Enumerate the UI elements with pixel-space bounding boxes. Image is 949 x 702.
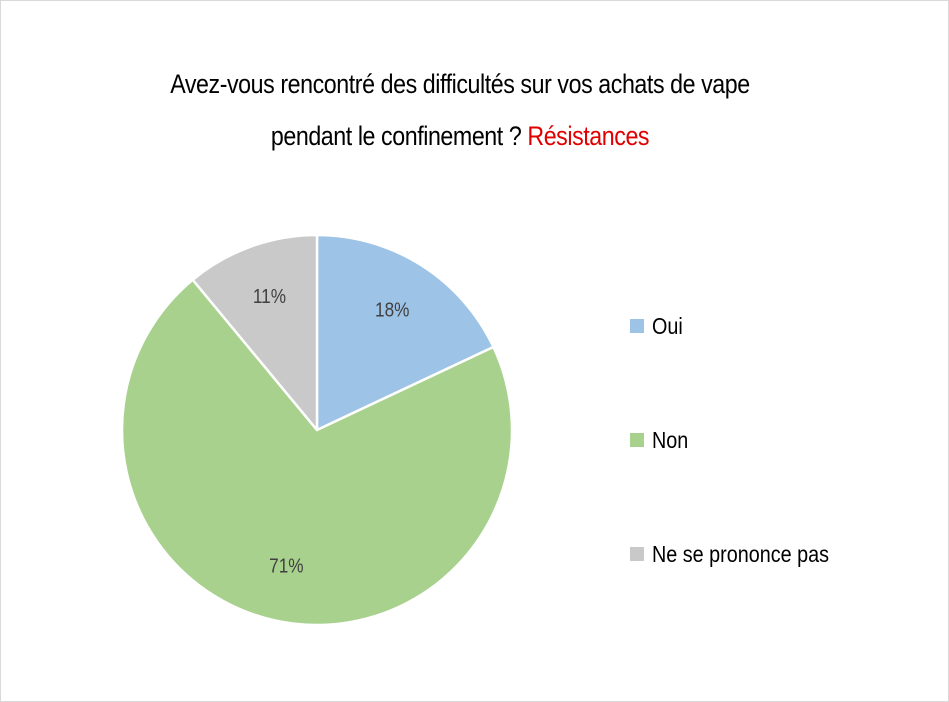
legend-label: Oui (652, 312, 683, 339)
legend-item-2: Non (630, 422, 858, 458)
pie-data-label-2: 71% (269, 554, 303, 577)
pie-slices (120, 233, 514, 627)
chart-title-line1: Avez-vous rencontré des difficultés sur … (170, 69, 750, 99)
legend-label: Ne se prononce pas (652, 540, 830, 567)
legend-item-1: Oui (630, 308, 858, 344)
chart-title: Avez-vous rencontré des difficultés sur … (116, 58, 804, 162)
pie-slice-2 (120, 278, 514, 627)
pie-slice-3 (191, 233, 319, 432)
chart-title-line2: pendant le confinement ? Résistances (116, 110, 804, 162)
pie-data-labels: 18% 71% 11% (253, 285, 410, 577)
legend-label: Non (652, 426, 689, 453)
chart-title-line2-text: pendant le confinement ? (270, 121, 522, 151)
legend-swatch (630, 319, 644, 333)
pie-slice-1 (315, 233, 495, 432)
legend-item-3: Ne se prononce pas (630, 536, 858, 572)
chart-title-highlight: Résistances (527, 121, 650, 151)
pie-data-label-3: 11% (253, 285, 286, 308)
legend-swatch (630, 547, 644, 561)
legend-swatch (630, 433, 644, 447)
chart-legend: Oui Non Ne se prononce pas (630, 308, 858, 572)
pie-data-label-1: 18% (375, 299, 409, 322)
